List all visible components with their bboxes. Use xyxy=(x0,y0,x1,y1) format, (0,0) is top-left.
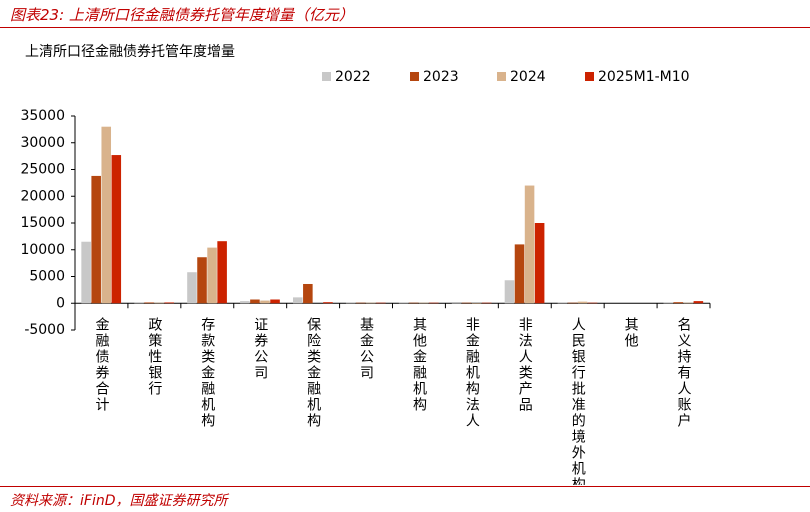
x-tick-label: 其他 xyxy=(623,317,639,349)
bar xyxy=(683,302,694,304)
bar xyxy=(250,299,260,304)
bar xyxy=(461,302,472,304)
bar xyxy=(429,302,439,304)
legend-label: 2022 xyxy=(335,69,371,85)
rule xyxy=(0,27,810,28)
bar xyxy=(408,302,419,304)
bar xyxy=(504,280,515,304)
bar xyxy=(451,303,462,304)
y-tick-label: 35000 xyxy=(20,108,65,124)
bar xyxy=(567,302,578,304)
bar xyxy=(187,272,197,304)
x-tick-label: 名义持有人账户 xyxy=(676,317,692,429)
legend-swatch xyxy=(322,72,331,81)
bar xyxy=(481,302,492,304)
bar xyxy=(154,302,164,304)
bar xyxy=(376,302,386,304)
bar xyxy=(587,302,598,304)
bar xyxy=(323,302,333,304)
x-tick-label: 保险类金融机构 xyxy=(305,317,321,429)
bar xyxy=(303,283,313,304)
figure-title: 图表23: 上清所口径金融债券托管年度增量（亿元） xyxy=(10,6,354,24)
bar xyxy=(197,257,207,304)
legend-label: 2024 xyxy=(510,69,546,85)
bar xyxy=(91,175,101,304)
x-tick-label: 非金融机构法人 xyxy=(464,317,480,429)
bar xyxy=(345,302,356,304)
bar xyxy=(240,301,250,304)
y-tick-label: 25000 xyxy=(20,162,65,178)
bar xyxy=(81,241,91,304)
x-tick-label: 存款类金融机构 xyxy=(199,317,215,429)
legend-label: 2023 xyxy=(423,69,459,85)
x-tick-label: 人民银行批准的境外机构 xyxy=(570,317,586,485)
legend-swatch xyxy=(410,72,419,81)
bar xyxy=(270,299,280,304)
bar xyxy=(693,301,704,304)
bar xyxy=(260,300,270,304)
bar xyxy=(471,303,482,304)
chart-title: 上清所口径金融债券托管年度增量 xyxy=(25,44,235,60)
x-tick-label: 其他金融机构 xyxy=(411,317,427,413)
legend-swatch xyxy=(497,72,506,81)
bar xyxy=(673,302,684,304)
bar xyxy=(207,247,217,304)
bar xyxy=(557,302,568,304)
x-tick-label: 证券公司 xyxy=(252,317,268,381)
rule xyxy=(0,486,810,487)
legend-label: 2025M1-M10 xyxy=(598,69,690,85)
x-tick-label: 基金公司 xyxy=(358,317,374,382)
x-tick-label: 政策性银行 xyxy=(146,317,162,397)
bar xyxy=(144,302,154,304)
bar xyxy=(217,241,227,304)
y-tick-label: 30000 xyxy=(20,135,65,151)
bar xyxy=(663,302,673,304)
bar xyxy=(418,302,429,304)
y-tick-label: 0 xyxy=(56,295,65,311)
bar xyxy=(514,244,525,304)
bar xyxy=(111,155,122,304)
bar xyxy=(398,302,409,304)
x-tick-label: 非法人类产品 xyxy=(517,317,533,413)
bar xyxy=(534,223,545,304)
y-tick-label: 5000 xyxy=(29,269,65,285)
y-tick-label: 15000 xyxy=(20,215,65,231)
legend-swatch xyxy=(585,72,594,81)
x-tick-label: 金融债券合计 xyxy=(93,317,109,413)
bar xyxy=(355,302,366,304)
bar xyxy=(293,297,303,304)
bar xyxy=(134,302,144,304)
bar xyxy=(101,126,112,304)
source: 资料来源：iFinD，国盛证券研究所 xyxy=(10,493,228,509)
y-tick-label: 10000 xyxy=(20,242,65,258)
bar xyxy=(366,302,376,304)
y-tick-label: -5000 xyxy=(24,322,65,338)
chart: 上清所口径金融债券托管年度增量 -5000 0 5000 10000 15000 2000… xyxy=(20,44,711,485)
y-tick-label: 20000 xyxy=(20,188,65,204)
bar xyxy=(577,301,588,304)
bar xyxy=(164,302,174,304)
bar xyxy=(524,185,535,304)
